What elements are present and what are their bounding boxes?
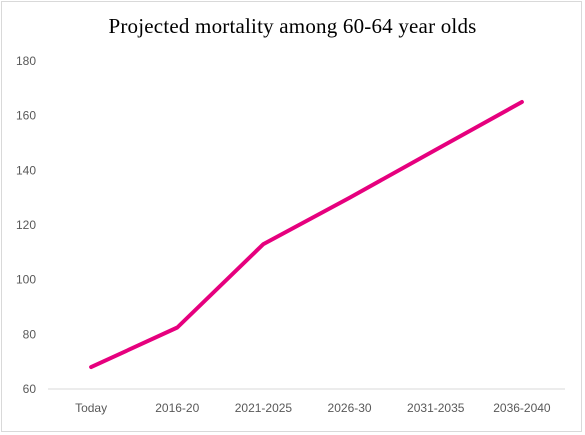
x-axis-ticks: Today 2016-20 2021-2025 2026-30 2031-2035 203…	[75, 401, 551, 415]
y-tick-label: 180	[16, 54, 36, 68]
y-tick-label: 160	[16, 109, 36, 123]
x-tick-label: 2031-2035	[407, 401, 465, 415]
y-tick-label: 140	[16, 163, 36, 177]
series-line	[89, 100, 524, 370]
y-tick-label: 100	[16, 273, 36, 287]
x-tick-label: 2016-20	[155, 401, 199, 415]
y-tick-label: 60	[23, 382, 37, 396]
chart-title: Projected mortality among 60-64 year old…	[108, 14, 477, 38]
x-tick-label: 2026-30	[328, 401, 372, 415]
y-tick-label: 80	[23, 327, 37, 341]
x-tick-label: 2036-2040	[493, 401, 551, 415]
series-layer	[89, 100, 524, 370]
y-tick-label: 120	[16, 218, 36, 232]
y-axis-ticks: 60 80 100 120 140 160 180	[16, 54, 36, 396]
x-tick-label: Today	[75, 401, 107, 415]
x-tick-label: 2021-2025	[235, 401, 293, 415]
